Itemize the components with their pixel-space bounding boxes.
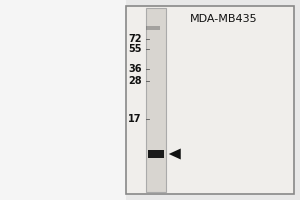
Bar	[126, 6, 294, 194]
Text: 17: 17	[128, 114, 142, 124]
Bar	[146, 26, 160, 30]
Polygon shape	[169, 148, 181, 160]
Bar	[0, 0, 126, 200]
Text: 28: 28	[128, 76, 142, 86]
Bar	[146, 8, 166, 192]
Text: 55: 55	[128, 44, 142, 54]
Text: MDA-MB435: MDA-MB435	[190, 14, 257, 24]
Text: 36: 36	[128, 64, 142, 74]
Text: 72: 72	[128, 34, 142, 44]
Bar	[148, 150, 164, 158]
